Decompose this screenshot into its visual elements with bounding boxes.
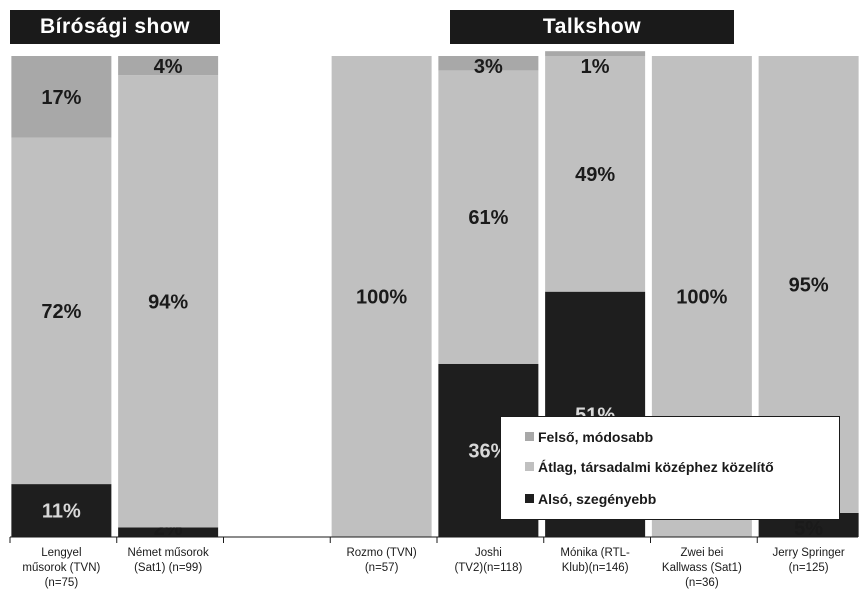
legend-swatch-atlag bbox=[525, 462, 534, 471]
category-label: Klub)(n=146) bbox=[562, 562, 629, 574]
legend-item-felso: Felső, módosabb bbox=[525, 429, 653, 445]
category-label: Zwei bei bbox=[680, 547, 723, 559]
category-label: Lengyel bbox=[41, 547, 81, 559]
data-label: 95% bbox=[789, 274, 829, 296]
category-label: (TV2)(n=118) bbox=[454, 562, 522, 574]
bar-segment-atlag bbox=[331, 56, 432, 537]
data-label: 4% bbox=[154, 56, 183, 78]
legend-item-atlag: Átlag, társadalmi középhez közelítő bbox=[525, 459, 774, 475]
legend-label-also: Alsó, szegényebb bbox=[538, 491, 657, 507]
data-label: 72% bbox=[41, 301, 81, 323]
bar-segment-felso bbox=[11, 56, 112, 138]
category-label: (n=36) bbox=[685, 577, 719, 589]
category-label: Német műsorok bbox=[128, 547, 209, 559]
category-label: (n=57) bbox=[365, 562, 399, 574]
group-header-talkshow: Talkshow bbox=[450, 10, 734, 44]
group-header-birosagi-show: Bírósági show bbox=[10, 10, 220, 44]
data-label: 100% bbox=[356, 287, 407, 309]
bar-segment-felso bbox=[545, 51, 646, 56]
category-label: Kallwass (Sat1) bbox=[662, 562, 742, 574]
data-label: 100% bbox=[676, 287, 727, 309]
legend-swatch-felso bbox=[525, 432, 534, 441]
legend-label-atlag: Átlag, társadalmi középhez közelítő bbox=[538, 459, 774, 475]
category-label: (Sat1) (n=99) bbox=[134, 562, 202, 574]
bar-segment-also bbox=[118, 527, 219, 537]
data-label: 49% bbox=[575, 164, 615, 186]
data-label: 94% bbox=[148, 291, 188, 313]
legend-item-also: Alsó, szegényebb bbox=[525, 491, 656, 507]
category-label: műsorok (TVN) bbox=[22, 562, 100, 574]
category-label: Mónika (RTL- bbox=[560, 547, 630, 559]
legend-label-felso: Felső, módosabb bbox=[538, 429, 654, 445]
bar-segment-felso bbox=[118, 56, 219, 76]
data-label: 17% bbox=[41, 87, 81, 109]
category-label: Rozmo (TVN) bbox=[346, 547, 416, 559]
bar-segment-atlag bbox=[118, 75, 219, 528]
bar-segment-atlag bbox=[545, 56, 646, 292]
data-label: 11% bbox=[42, 501, 81, 523]
bar-segment-atlag bbox=[438, 70, 539, 364]
data-label: 1% bbox=[581, 56, 610, 78]
category-label: Jerry Springer bbox=[773, 547, 845, 559]
category-label: (n=75) bbox=[45, 577, 79, 589]
bar-segment-atlag bbox=[11, 137, 112, 485]
bar-segment-also bbox=[11, 484, 112, 537]
category-label: Joshi bbox=[475, 547, 502, 559]
category-label: (n=125) bbox=[789, 562, 829, 574]
legend-swatch-also bbox=[525, 494, 534, 503]
legend: Felső, módosabb Átlag, társadalmi középh… bbox=[500, 416, 840, 520]
data-label: 36% bbox=[468, 440, 508, 462]
bar-segment-felso bbox=[438, 56, 539, 71]
data-label: 3% bbox=[474, 56, 503, 78]
data-label: 61% bbox=[468, 207, 508, 229]
data-label: 5% bbox=[794, 518, 823, 540]
